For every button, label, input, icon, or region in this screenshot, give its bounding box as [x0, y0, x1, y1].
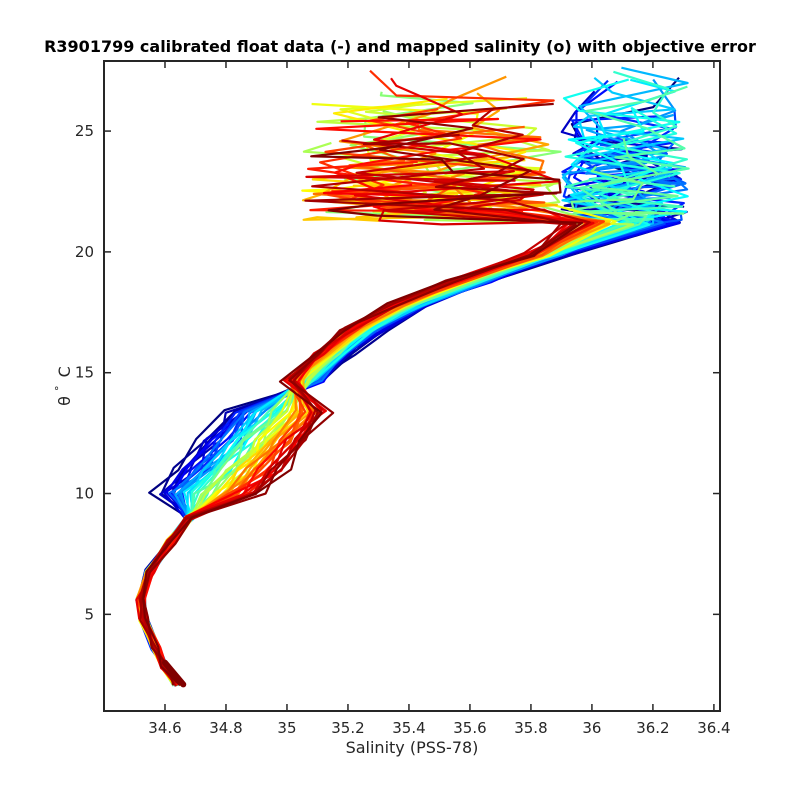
x-axis-title: Salinity (PSS-78): [346, 738, 479, 757]
plot-frame: [103, 60, 721, 712]
x-tick-label: 35.6: [453, 719, 486, 737]
x-tick-label: 34.6: [148, 719, 181, 737]
y-axis-title-degree: °: [53, 385, 66, 391]
y-axis-title: θ ° C: [48, 366, 74, 406]
y-axis-title-symbol: θ: [55, 396, 74, 406]
x-tick-label: 34.8: [209, 719, 242, 737]
profile-line: [142, 145, 584, 686]
svg-text:θ ° C: θ ° C: [48, 366, 74, 406]
y-tick-label: 10: [75, 485, 94, 503]
profile-line: [137, 177, 684, 684]
x-tick-label: 35.4: [392, 719, 425, 737]
y-tick-label: 5: [84, 605, 94, 623]
y-tick-label: 25: [75, 122, 94, 140]
y-tick-label: 20: [75, 243, 94, 261]
profile-line: [135, 155, 589, 686]
y-tick-label: 15: [75, 364, 94, 382]
x-tick-label: 35.2: [331, 719, 364, 737]
x-tick-label: 36: [582, 719, 601, 737]
profile-lines: [135, 66, 690, 688]
x-tick-label: 35: [277, 719, 296, 737]
x-tick-label: 36.2: [636, 719, 669, 737]
x-axis: 34.6 34.8 35 35.2 35.4 35.6 35.8 36 36.2 36.4: [148, 61, 731, 737]
y-axis-title-unit: C: [55, 366, 74, 377]
x-tick-label: 36.4: [697, 719, 730, 737]
deep-water-marker: [161, 659, 187, 688]
x-tick-label: 35.8: [514, 719, 547, 737]
chart-title: R3901799 calibrated float data (-) and m…: [44, 37, 756, 56]
profile-line: [139, 162, 601, 686]
profile-line: [142, 160, 590, 685]
y-axis: 5 10 15 20 25: [75, 122, 720, 623]
